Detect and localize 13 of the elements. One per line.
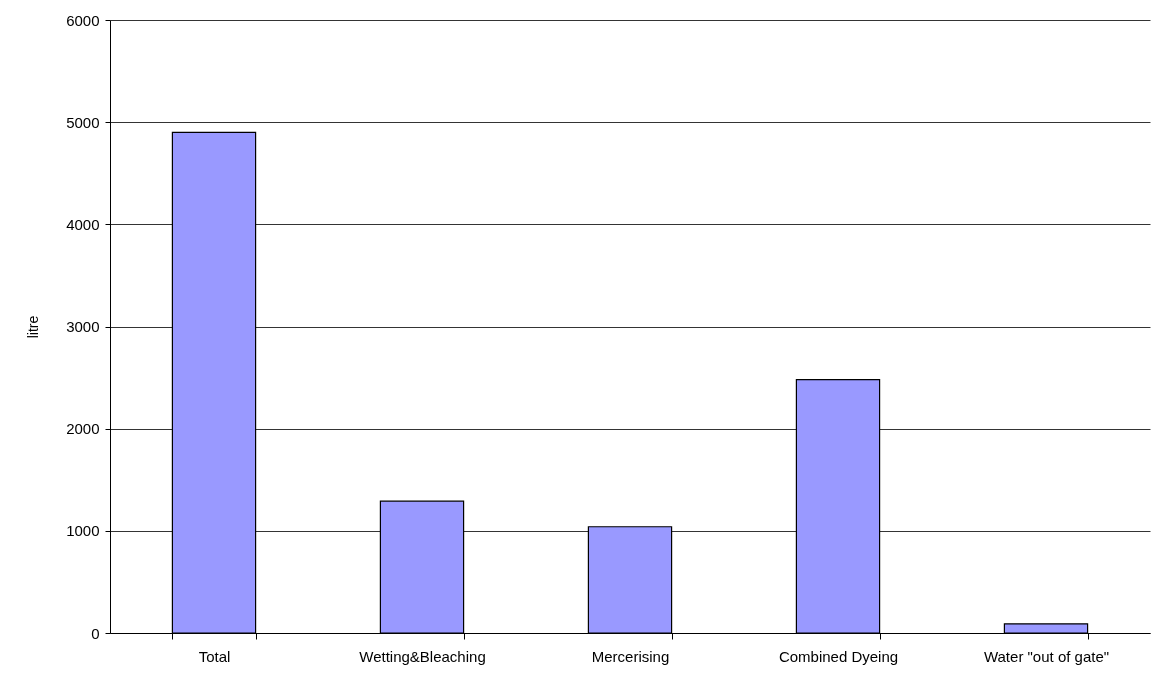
y-tick-label: 2000	[66, 420, 100, 438]
y-axis-title: litre	[25, 315, 42, 339]
x-tick-label: Mercerising	[591, 647, 670, 665]
x-tick-label: Wetting&Bleaching	[359, 647, 486, 665]
y-tick-label: 0	[91, 624, 100, 642]
y-tick-label: 6000	[66, 11, 100, 29]
y-tick-label: 3000	[66, 318, 100, 335]
x-tick-label: Total	[198, 647, 231, 665]
y-tick-label: 1000	[66, 522, 100, 540]
x-tick-label: Combined Dyeing	[778, 647, 899, 665]
y-tick-label: 4000	[66, 215, 100, 233]
y-tick-label: 5000	[66, 113, 100, 131]
x-tick-label: Water "out of gate"	[983, 647, 1110, 665]
